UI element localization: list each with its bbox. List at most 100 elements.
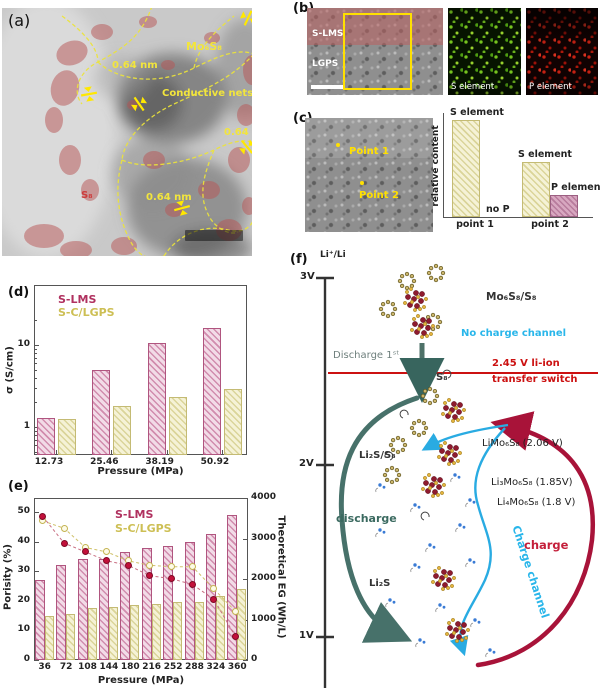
e-left-tick-label: 50 — [17, 506, 30, 516]
f-s8-label: S₈ — [436, 372, 448, 383]
d-x-tick-label: 25.46 — [90, 457, 119, 467]
s8-label: S₈ — [81, 190, 93, 201]
d-bar-slms — [37, 417, 55, 455]
charge-channel-branch-arrow — [421, 423, 509, 451]
panel-f-label: (f) — [290, 252, 308, 267]
f-mo6s8-s8-label: Mo₆S₈/S₈ — [486, 291, 537, 303]
tem-overlay: Mo₆S₈ Conductive nets 0.64 nm 0.64 nm 0.… — [2, 8, 252, 256]
d-y-minor-tick — [34, 357, 37, 359]
e-bar-slms — [98, 559, 109, 660]
e-bar-sclgps — [130, 605, 140, 660]
c-cat-2: point 2 — [531, 219, 569, 230]
e-right-tick-label: 3000 — [251, 532, 277, 543]
e-left-tick-label: 30 — [17, 565, 30, 576]
e-dot-slms — [60, 539, 68, 547]
point-2-marker — [360, 181, 364, 185]
charge-channel-arrow — [449, 427, 506, 657]
d-x-tick-label: 38.19 — [145, 457, 174, 467]
d-y-minor-tick — [34, 402, 37, 404]
d-y-tick — [34, 427, 39, 428]
e-bar-sclgps — [173, 602, 183, 660]
e-x-tick-label: 72 — [59, 662, 73, 672]
d-x-tick — [221, 450, 223, 455]
panel-b-sem-image: S-LMS LGPS — [307, 8, 443, 95]
e-left-tick-label: 40 — [17, 535, 30, 546]
f-li2s-s8-label: Li₂S/S₈ — [359, 450, 396, 461]
d-x-tick — [111, 450, 113, 455]
spacing-label-2: 0.64 nm — [224, 127, 252, 138]
d-x-tick — [166, 450, 168, 455]
f-li4mo6s8-label: Li₄Mo₆S₈ (1.8 V) — [497, 497, 576, 508]
e-dot-sclgps — [60, 524, 68, 532]
p-map-shading — [526, 8, 598, 95]
d-bar-slms — [202, 328, 221, 455]
eds-region-box — [343, 13, 412, 90]
e-x-tick-label: 252 — [163, 662, 183, 672]
e-dot-slms — [231, 632, 239, 640]
e-dot-slms — [124, 561, 132, 569]
e-dot-slms — [39, 512, 47, 520]
e-dot-slms — [210, 595, 218, 603]
conductive-net-contours — [61, 8, 252, 256]
e-bar-sclgps — [87, 608, 97, 660]
d-bar-slms — [147, 343, 166, 455]
d-y-tick-label: 1 — [23, 421, 30, 431]
voltage-axis — [316, 276, 334, 688]
s-map-shading — [448, 8, 521, 95]
e-right-tick-label: 2000 — [251, 573, 277, 583]
spacing-label-1: 0.64 nm — [112, 60, 158, 71]
c-x-axis — [443, 217, 593, 219]
f-no-charge-channel-label: No charge channel — [461, 328, 567, 339]
panel-a-tem-image: Mo₆S₈ Conductive nets 0.64 nm 0.64 nm 0.… — [2, 8, 252, 256]
e-bar-sclgps — [108, 606, 118, 660]
f-axis-ref-label: Li⁺/Li — [320, 250, 346, 260]
d-y-minor-tick — [34, 352, 37, 354]
p-element-map-label: P element — [529, 82, 572, 92]
e-right-tick — [243, 538, 248, 540]
e-right-tick — [243, 579, 248, 580]
e-dot-sclgps — [103, 548, 111, 556]
e-dot-slms — [146, 572, 154, 580]
panel-c-chart: relative content S element no P S elemen… — [430, 107, 600, 245]
discharge-arc-arrow — [338, 395, 420, 643]
e-bar-slms — [184, 541, 195, 660]
panel-c-sem-image: Point 1 Point 2 — [305, 118, 433, 232]
panel-d-chart: (d) σ (S/cm) Pressure (MPa) S-LMS S-C/LG… — [0, 280, 262, 480]
sulfur-highlight-patches — [24, 16, 252, 256]
e-left-tick — [34, 541, 39, 543]
e-x-tick-label: 180 — [120, 662, 140, 672]
e-right-tick — [243, 660, 248, 661]
d-bar-slms — [92, 369, 111, 455]
e-x-tick-label: 324 — [206, 662, 226, 672]
e-left-tick — [34, 512, 39, 513]
e-bar-sclgps — [44, 615, 54, 660]
e-right-tick-label: 1000 — [251, 613, 277, 624]
e-x-tick-label: 144 — [99, 662, 119, 672]
slms-layer-label: S-LMS — [312, 29, 344, 39]
d-y-minor-tick — [34, 369, 37, 371]
e-bar-sclgps — [215, 596, 225, 660]
d-legend-sclgps: S-C/LGPS — [58, 306, 115, 319]
e-bar-slms — [56, 565, 67, 660]
e-dot-slms — [82, 548, 89, 556]
charge-arc-arrow — [475, 411, 596, 668]
d-x-axis-label: Pressure (MPa) — [97, 466, 184, 477]
f-li3mo6s8-label: Li₃Mo₆S₈ (1.85V) — [491, 477, 573, 488]
e-bar-sclgps — [237, 588, 247, 660]
d-y-minor-tick — [34, 445, 37, 447]
s-element-map: S element — [448, 8, 521, 95]
f-charge-label: charge — [524, 538, 569, 552]
f-discharge-label: discharge — [336, 512, 397, 525]
d-y-minor-tick — [34, 451, 37, 453]
c-ann-p2: P element — [551, 182, 600, 193]
c-bar-p-element — [550, 194, 578, 217]
e-x-tick-label: 288 — [185, 662, 204, 672]
d-bar-sclgps — [223, 389, 242, 455]
f-switch-line2: transfer switch — [492, 374, 578, 385]
d-y-minor-tick — [34, 320, 37, 322]
e-bar-slms — [77, 559, 88, 660]
e-x-axis-label: Pressure (MPa) — [97, 675, 185, 686]
e-x-tick-label: 36 — [38, 662, 51, 672]
c-cat-1: point 1 — [456, 219, 494, 230]
panel-b-scale-bar — [311, 85, 343, 89]
